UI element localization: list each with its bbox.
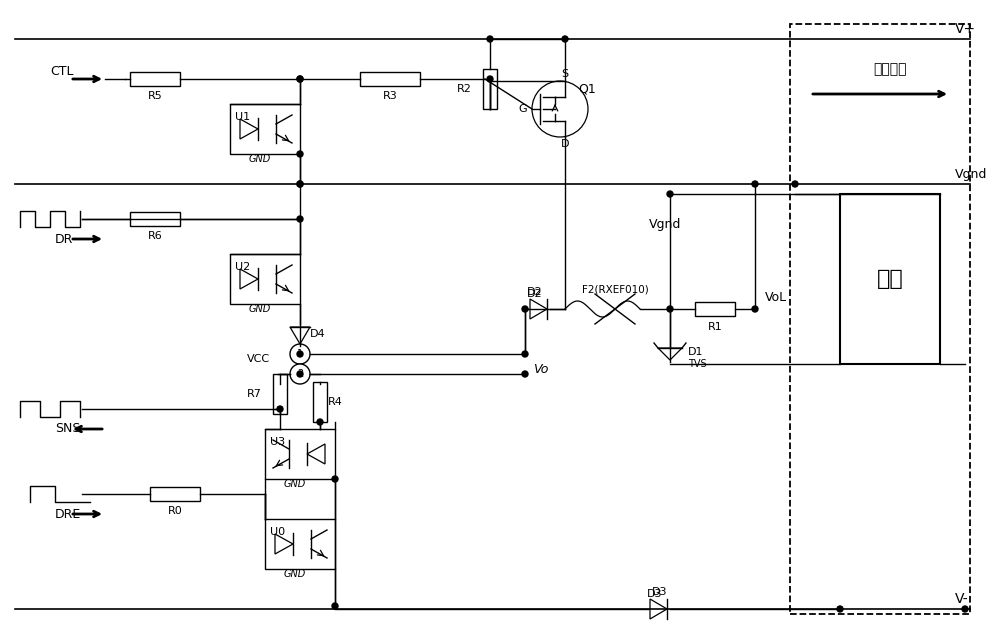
Text: TVS: TVS — [688, 359, 707, 369]
Circle shape — [332, 476, 338, 482]
Text: D1: D1 — [688, 347, 704, 357]
Text: DR: DR — [55, 233, 73, 245]
Circle shape — [317, 419, 323, 425]
Circle shape — [962, 606, 968, 612]
Text: Q1: Q1 — [578, 82, 596, 95]
Circle shape — [297, 351, 303, 357]
Polygon shape — [307, 444, 325, 464]
Circle shape — [277, 406, 283, 412]
Polygon shape — [240, 269, 258, 289]
Circle shape — [290, 364, 310, 384]
Circle shape — [837, 606, 843, 612]
Text: D2: D2 — [527, 289, 543, 299]
Polygon shape — [658, 348, 682, 360]
Text: R2: R2 — [457, 84, 472, 94]
Circle shape — [297, 151, 303, 157]
Text: 系统外部: 系统外部 — [873, 62, 907, 76]
Text: SNS: SNS — [55, 422, 80, 436]
Text: GND: GND — [249, 304, 271, 314]
Circle shape — [752, 181, 758, 187]
Bar — [840, 194, 940, 364]
Text: D2: D2 — [527, 287, 543, 297]
Text: Vgnd: Vgnd — [955, 167, 987, 180]
Circle shape — [667, 306, 673, 312]
Text: U1: U1 — [235, 112, 250, 122]
Text: U3: U3 — [270, 437, 285, 447]
Circle shape — [522, 371, 528, 377]
Circle shape — [290, 344, 310, 364]
Text: S: S — [561, 69, 569, 79]
Polygon shape — [290, 327, 310, 344]
Text: Vgnd: Vgnd — [649, 217, 681, 231]
Bar — [130, 72, 180, 86]
Text: DRE: DRE — [55, 507, 81, 521]
Text: 2: 2 — [297, 369, 303, 379]
Text: R1: R1 — [708, 322, 722, 332]
Bar — [360, 72, 420, 86]
Circle shape — [297, 216, 303, 222]
Text: GND: GND — [284, 479, 306, 489]
Circle shape — [522, 306, 528, 312]
Circle shape — [297, 76, 303, 82]
Circle shape — [532, 81, 588, 137]
Text: D3: D3 — [652, 587, 668, 597]
Text: 1: 1 — [297, 349, 303, 359]
Text: V-: V- — [955, 592, 969, 606]
Circle shape — [487, 76, 493, 82]
Circle shape — [562, 36, 568, 42]
Bar — [273, 374, 287, 414]
Bar — [265, 429, 335, 479]
Text: GND: GND — [249, 154, 271, 164]
Circle shape — [297, 181, 303, 187]
Bar — [130, 212, 180, 226]
Circle shape — [667, 191, 673, 197]
Circle shape — [332, 603, 338, 609]
Bar — [150, 487, 200, 501]
Circle shape — [297, 76, 303, 82]
Text: G: G — [518, 104, 527, 114]
Text: R6: R6 — [148, 231, 162, 241]
Text: GND: GND — [284, 569, 306, 579]
Text: R0: R0 — [168, 506, 182, 516]
Text: U0: U0 — [270, 527, 285, 537]
Text: CTL: CTL — [50, 65, 74, 77]
Text: R3: R3 — [383, 91, 397, 101]
Polygon shape — [530, 299, 547, 319]
Circle shape — [297, 181, 303, 187]
Polygon shape — [650, 599, 667, 619]
Circle shape — [297, 371, 303, 377]
Bar — [265, 519, 335, 569]
Text: VCC: VCC — [247, 354, 270, 364]
Polygon shape — [275, 534, 293, 554]
Text: R7: R7 — [247, 389, 262, 399]
Text: U2: U2 — [235, 262, 250, 272]
Text: D: D — [561, 139, 569, 149]
Text: D4: D4 — [310, 329, 326, 339]
Text: 负载: 负载 — [877, 269, 903, 289]
Circle shape — [522, 351, 528, 357]
Circle shape — [792, 181, 798, 187]
Bar — [230, 254, 300, 304]
Circle shape — [487, 36, 493, 42]
Bar — [483, 69, 497, 109]
Text: Vo: Vo — [533, 362, 548, 376]
Bar — [313, 382, 327, 422]
Text: R5: R5 — [148, 91, 162, 101]
Text: D3: D3 — [647, 589, 663, 599]
Text: VoL: VoL — [765, 291, 787, 304]
Circle shape — [752, 306, 758, 312]
Bar — [790, 24, 970, 614]
Text: R4: R4 — [328, 397, 343, 407]
Bar — [230, 104, 300, 154]
Polygon shape — [240, 119, 258, 139]
Bar — [695, 302, 735, 316]
Text: F2(RXEF010): F2(RXEF010) — [582, 284, 648, 294]
Text: V+: V+ — [955, 22, 976, 36]
